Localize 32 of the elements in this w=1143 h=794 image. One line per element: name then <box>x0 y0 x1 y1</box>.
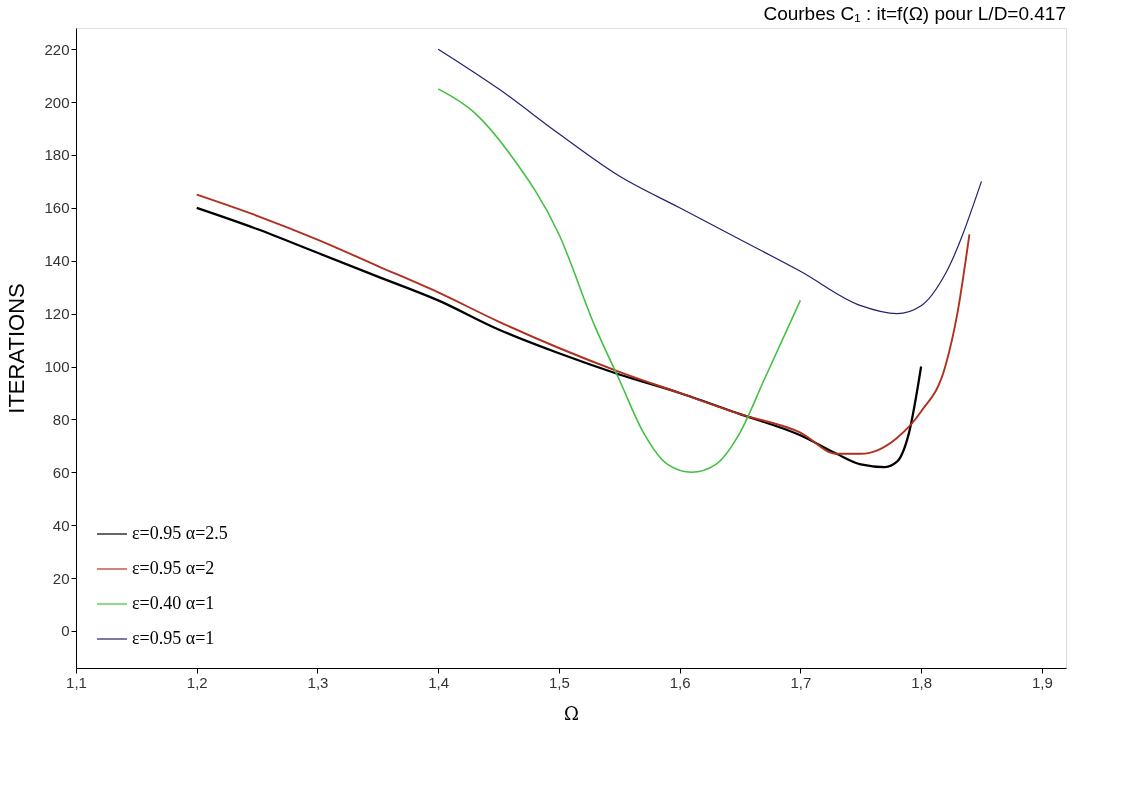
x-tick-label: 1,4 <box>428 673 450 691</box>
legend-label: ε=0.95 α=2 <box>132 558 215 578</box>
y-tick-label: 0 <box>61 622 70 640</box>
line-series <box>195 206 923 469</box>
y-tick-label: 220 <box>44 40 70 58</box>
line-series <box>437 48 983 315</box>
x-tick-label: 1,6 <box>669 673 691 691</box>
line-series <box>437 88 802 474</box>
y-tick-label: 140 <box>44 252 70 270</box>
x-tick-label: 1,1 <box>66 673 87 691</box>
y-tick-label: 20 <box>52 569 70 587</box>
y-axis-title: ITERATIONS <box>4 283 30 414</box>
chart-title: Courbes C₁ : it=f(Ω) pour L/D=0.417 <box>763 3 1066 24</box>
x-tick-label: 1,7 <box>790 673 812 691</box>
y-tick-label: 60 <box>52 463 70 481</box>
x-tick-label: 1,3 <box>307 673 329 691</box>
y-tick-label: 200 <box>44 93 70 111</box>
x-tick-label: 1,2 <box>186 673 208 691</box>
line-series <box>195 193 971 455</box>
legend-label: ε=0.95 α=1 <box>132 628 215 648</box>
x-tick-label: 1,5 <box>549 673 570 691</box>
legend-label: ε=0.95 α=2.5 <box>132 523 228 543</box>
x-tick-label: 1,8 <box>911 673 933 691</box>
x-tick-label: 1,9 <box>1031 673 1053 691</box>
legend-label: ε=0.40 α=1 <box>132 593 215 613</box>
y-tick-label: 160 <box>44 199 70 217</box>
y-tick-label: 80 <box>52 410 70 428</box>
y-tick-label: 40 <box>52 516 70 534</box>
y-tick-label: 180 <box>44 146 70 164</box>
y-tick-label: 120 <box>44 305 70 323</box>
y-tick-label: 100 <box>44 358 70 376</box>
x-axis-title: Ω <box>564 702 579 724</box>
